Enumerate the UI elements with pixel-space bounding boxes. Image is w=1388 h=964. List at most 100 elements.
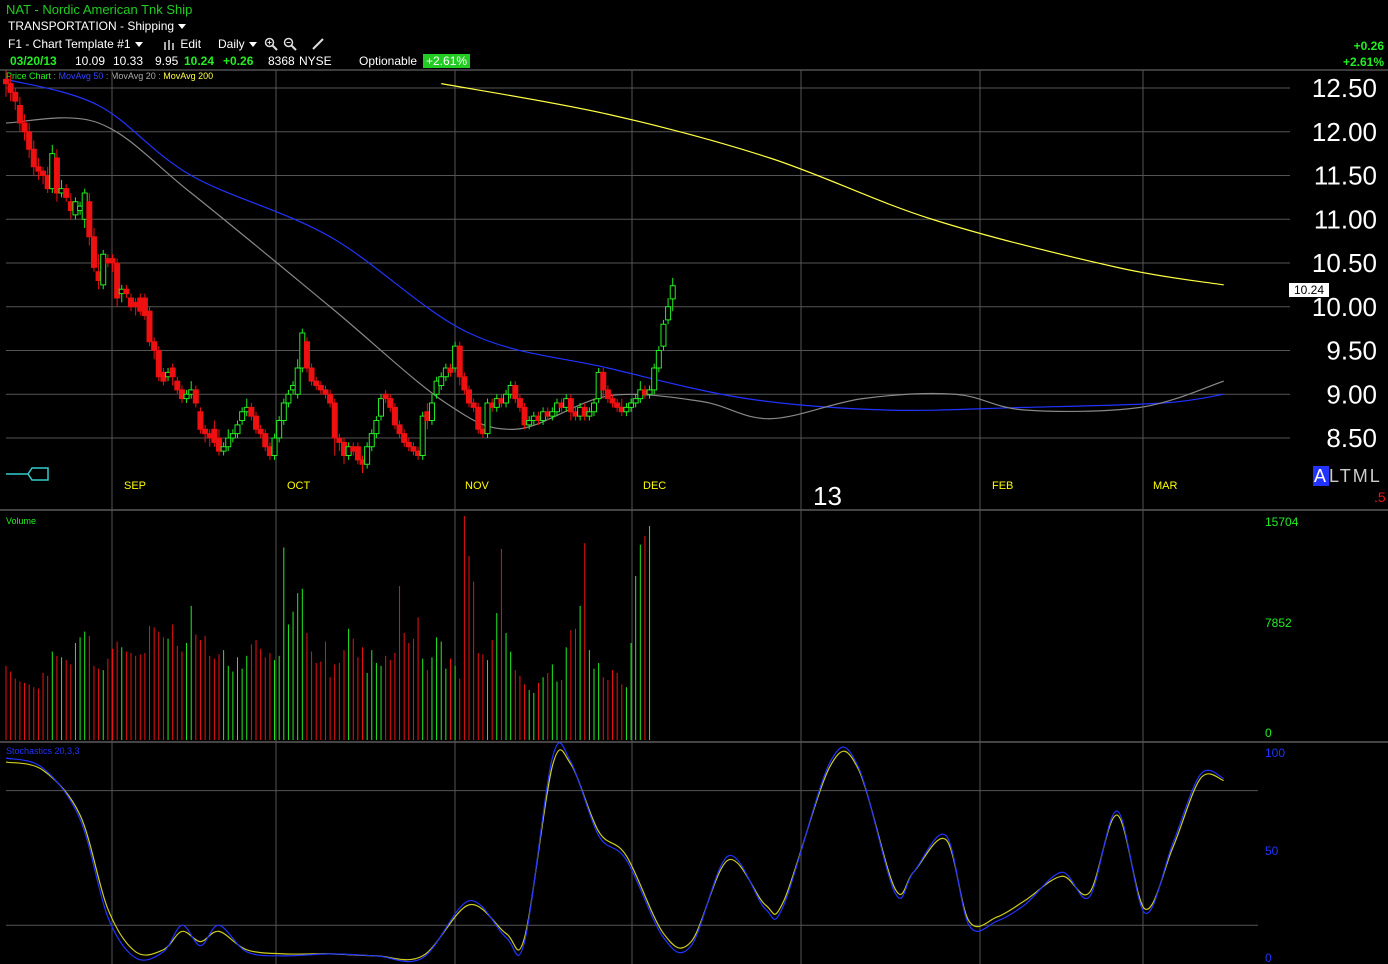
period-label: Daily	[218, 37, 245, 51]
price-tick-label: 12.00	[1312, 117, 1377, 147]
candle-body	[151, 341, 158, 351]
stochastics-title: Stochastics 20,3,3	[6, 746, 80, 756]
candle-body	[197, 411, 204, 430]
altml-a[interactable]: A	[1313, 466, 1330, 486]
candle-body	[401, 433, 408, 443]
candle-body	[285, 393, 292, 404]
stoch-k-line	[5, 742, 1224, 963]
symbol-title[interactable]: NAT - Nordic American Tnk Ship	[6, 2, 193, 17]
candle-body	[271, 437, 278, 456]
price-tick-label: 11.00	[1314, 204, 1377, 234]
altml-l2[interactable]: L	[1369, 466, 1382, 486]
candle-body	[248, 406, 255, 417]
candle-body	[322, 389, 329, 395]
bars-icon	[164, 39, 174, 50]
price-tick-label: 12.50	[1312, 73, 1377, 103]
year-label: 13	[813, 481, 842, 511]
edit-button[interactable]: Edit	[163, 37, 201, 51]
candle-body	[327, 393, 334, 404]
stoch-tick-label: 0	[1265, 951, 1272, 964]
draw-line-icon[interactable]	[311, 37, 325, 51]
candle-body	[12, 91, 19, 102]
optionable-label: Optionable	[359, 54, 418, 68]
candle-body	[391, 406, 398, 426]
quote-volume: 8368	[268, 54, 295, 68]
candle-body	[512, 385, 519, 400]
sector-dropdown[interactable]: TRANSPORTATION - Shipping	[8, 19, 187, 33]
pct-change-badge: +2.61%	[423, 54, 471, 68]
candle-body	[109, 258, 116, 264]
candle-body	[484, 402, 491, 435]
sector-label: TRANSPORTATION - Shipping	[8, 19, 175, 33]
candle-body	[317, 385, 324, 391]
candle-body	[262, 433, 269, 448]
template-dropdown[interactable]: F1 - Chart Template #1	[8, 37, 143, 51]
altml-m[interactable]: M	[1352, 466, 1370, 486]
candle-body	[141, 297, 148, 316]
stoch-tick-label: 50	[1265, 844, 1279, 858]
edit-label: Edit	[180, 37, 202, 51]
candle-body	[100, 253, 107, 286]
candle-body	[586, 411, 593, 417]
candle-body	[308, 367, 315, 382]
candle-body	[655, 350, 662, 369]
candle-body	[155, 350, 162, 378]
month-label: SEP	[124, 480, 146, 492]
candle-body	[114, 262, 121, 299]
legend-ma20: MovAvg 20	[110, 71, 156, 81]
candle-body	[313, 380, 320, 386]
candle-body	[516, 398, 523, 408]
quote-open: 10.09	[75, 54, 106, 68]
candle-body	[202, 428, 209, 435]
candle-body	[368, 433, 375, 448]
zoom-in-icon[interactable]	[264, 37, 278, 51]
candle-body	[229, 433, 236, 439]
legend-price: Price Chart	[6, 71, 52, 81]
candle-body	[63, 188, 70, 198]
candle-body	[220, 446, 227, 452]
altml-t[interactable]: T	[1339, 466, 1353, 486]
candle-body	[192, 389, 199, 404]
candle-body	[331, 402, 338, 439]
candle-body	[354, 446, 361, 461]
price-tick-label: 9.00	[1326, 379, 1377, 409]
volume-tick-label: 0	[1265, 726, 1272, 740]
candle-body	[239, 411, 246, 421]
legend-ma200: MovAvg 200	[163, 71, 214, 81]
candle-body	[21, 122, 28, 133]
period-dropdown[interactable]: Daily	[218, 37, 257, 51]
volume-tick-label: 15704	[1265, 515, 1299, 529]
candle-body	[461, 376, 468, 391]
candle-body	[526, 420, 533, 426]
altml-buttons[interactable]: ALTML	[1313, 466, 1382, 486]
candle-body	[428, 402, 435, 421]
candle-body	[614, 402, 621, 408]
candle-body	[123, 288, 130, 295]
candle-body	[183, 393, 190, 400]
candle-body	[280, 402, 287, 421]
candle-body	[211, 428, 218, 443]
candle-body	[433, 380, 440, 395]
stoch-tick-label: 100	[1265, 746, 1285, 760]
candle-body	[215, 437, 222, 452]
candle-body	[378, 398, 385, 417]
candle-body	[665, 306, 672, 321]
quote-change: +0.26	[223, 54, 254, 68]
moving-average-line	[5, 78, 1224, 411]
legend-ma50: MovAvg 50	[58, 71, 104, 81]
altml-l[interactable]: L	[1329, 466, 1340, 486]
candle-body	[632, 398, 639, 404]
scroll-handle-icon	[6, 467, 49, 481]
candle-body	[294, 367, 301, 395]
candle-body	[169, 367, 176, 378]
moving-average-line	[441, 83, 1224, 286]
candle-body	[623, 406, 630, 413]
month-label: OCT	[287, 480, 311, 492]
candle-body	[86, 201, 93, 238]
quote-exchange: NYSE	[299, 54, 332, 68]
candle-body	[387, 398, 394, 408]
candle-body	[410, 446, 417, 452]
zoom-out-icon[interactable]	[283, 37, 297, 51]
small-right-label: .5	[1374, 489, 1386, 505]
